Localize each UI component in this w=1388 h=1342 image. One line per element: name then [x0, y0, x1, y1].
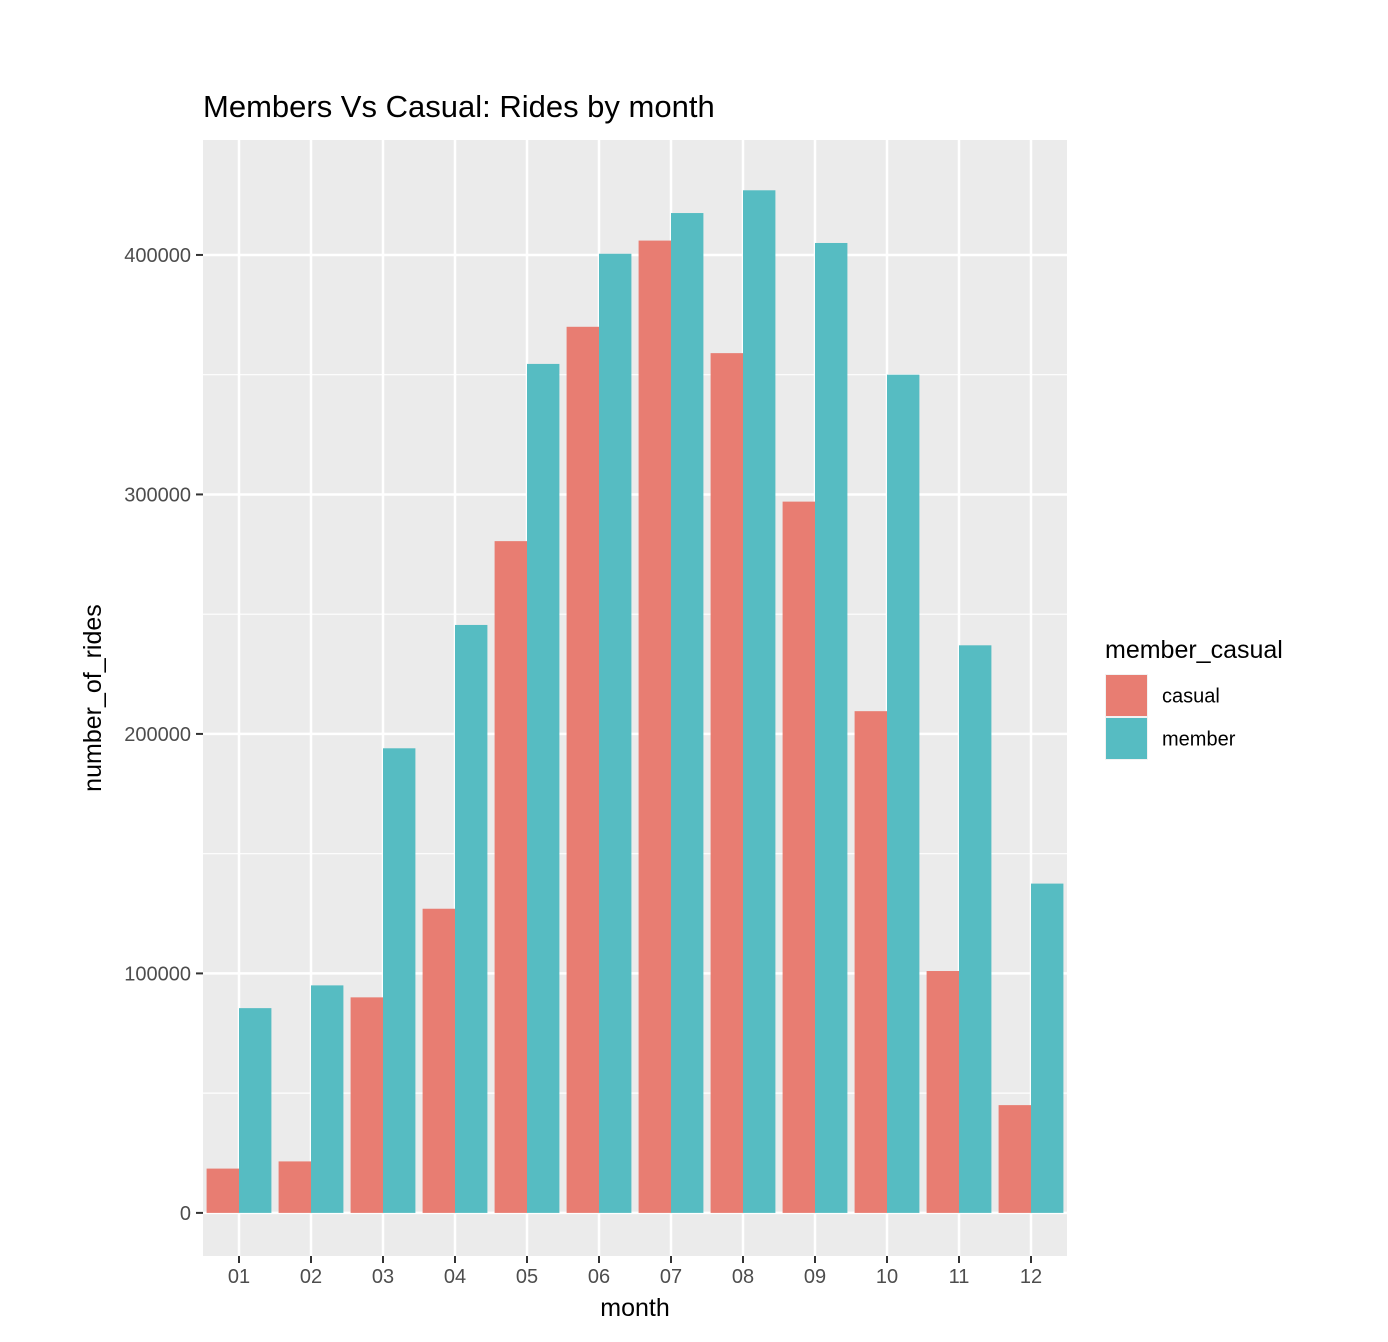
y-tick-label: 200000: [124, 724, 191, 746]
bar-member-10: [887, 374, 920, 1213]
bar-member-02: [311, 985, 344, 1213]
x-axis: 01 02 03 04 05 06 07 08 09 10 11 12: [228, 1256, 1042, 1288]
legend-title: member_casual: [1105, 636, 1283, 664]
bar-member-06: [599, 253, 632, 1213]
bar-casual-10: [854, 711, 887, 1213]
bar-casual-01: [206, 1168, 239, 1213]
x-tick-label: 03: [372, 1266, 394, 1288]
bar-casual-09: [782, 501, 815, 1213]
legend-swatch-member: [1106, 718, 1147, 759]
bar-member-04: [455, 624, 488, 1213]
bar-casual-06: [566, 326, 599, 1213]
legend-label-casual: casual: [1162, 686, 1220, 708]
x-axis-title: month: [600, 1294, 669, 1322]
bar-casual-03: [350, 997, 383, 1213]
bar-member-03: [383, 748, 416, 1213]
y-tick-label: 300000: [124, 484, 191, 506]
y-tick-label: 0: [180, 1203, 191, 1225]
bar-member-05: [527, 363, 560, 1213]
y-axis-title: number_of_rides: [79, 604, 107, 792]
x-tick-label: 08: [732, 1266, 754, 1288]
bar-casual-02: [278, 1161, 311, 1213]
plot-panel: [203, 140, 1067, 1256]
x-tick-label: 05: [516, 1266, 538, 1288]
y-axis: 0 100000 200000 300000 400000: [124, 245, 203, 1225]
x-tick-label: 01: [228, 1266, 250, 1288]
bar-casual-08: [710, 353, 743, 1213]
x-tick-label: 06: [588, 1266, 610, 1288]
chart-title: Members Vs Casual: Rides by month: [203, 89, 715, 124]
bar-casual-05: [494, 541, 527, 1213]
x-tick-label: 09: [804, 1266, 826, 1288]
bar-casual-04: [422, 908, 455, 1213]
legend-label-member: member: [1162, 729, 1236, 751]
x-tick-label: 02: [300, 1266, 322, 1288]
x-tick-label: 04: [444, 1266, 466, 1288]
y-tick-label: 400000: [124, 245, 191, 267]
legend-swatch-casual: [1106, 675, 1147, 716]
bar-member-01: [239, 1008, 272, 1213]
x-tick-label: 07: [660, 1266, 682, 1288]
bar-member-11: [959, 645, 992, 1213]
minor-gridlines: [203, 374, 1067, 1094]
legend: member_casual casual member: [1105, 636, 1283, 760]
x-tick-label: 10: [876, 1266, 898, 1288]
bar-casual-07: [638, 240, 671, 1213]
bar-casual-11: [926, 971, 959, 1213]
bar-member-08: [743, 190, 776, 1213]
bar-casual-12: [998, 1105, 1031, 1213]
bar-member-09: [815, 242, 848, 1213]
bars: [206, 190, 1064, 1213]
x-tick-label: 12: [1020, 1266, 1042, 1288]
x-tick-label: 11: [949, 1266, 970, 1288]
bar-member-12: [1031, 883, 1064, 1213]
bar-member-07: [671, 213, 704, 1213]
y-tick-label: 100000: [124, 963, 191, 985]
